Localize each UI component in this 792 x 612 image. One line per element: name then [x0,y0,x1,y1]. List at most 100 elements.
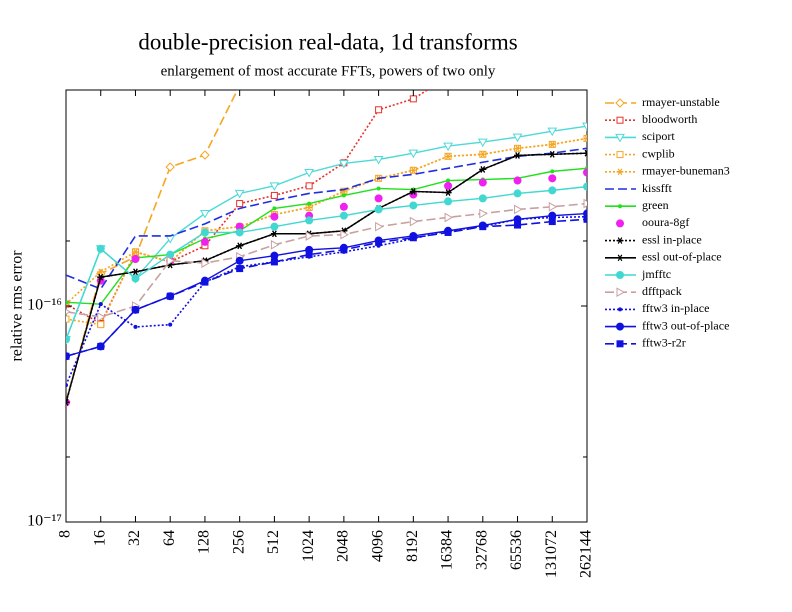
data-point [375,221,384,232]
data-point [514,145,522,152]
series-line [66,202,587,318]
legend-marker [616,151,624,159]
data-point [97,268,105,276]
data-point [339,159,349,169]
legend-marker [616,168,624,176]
plot-area [66,90,587,407]
x-tick-label: 2048 [335,530,352,562]
data-point [444,153,452,160]
data-point [409,234,417,242]
data-point [66,399,70,406]
data-point [548,218,556,226]
data-point [131,306,139,314]
data-point [409,95,417,103]
data-point [166,255,176,266]
data-point [479,223,487,231]
data-point [547,127,558,137]
data-point [374,194,383,203]
data-point [235,256,244,265]
data-point [97,312,106,322]
data-point [548,186,557,195]
legend-label: fftw3-r2r [642,336,686,350]
data-point [269,182,280,191]
legend-label: kissfft [642,181,672,195]
data-point [168,322,173,327]
data-point [66,308,72,315]
data-point [514,204,523,215]
data-point [201,258,210,268]
data-point [513,189,522,198]
legend-marker [615,98,625,108]
x-tick-label: 131072 [543,530,560,578]
data-point [444,181,453,190]
data-point [270,212,279,221]
data-point [514,221,522,229]
data-point [270,251,279,260]
data-point [513,176,522,185]
data-point [444,228,452,236]
data-point [131,255,140,264]
data-point [270,258,278,266]
data-point [477,138,488,148]
data-point [131,268,139,276]
y-tick-label: 10⁻¹⁶ [27,297,62,314]
legend-label: cwplib [642,146,675,160]
data-point [270,222,279,231]
data-point [305,231,315,241]
legend-marker [616,322,624,331]
data-point [409,216,419,227]
data-point [305,216,314,225]
data-point [548,150,556,158]
data-point [340,229,349,240]
series-line [66,90,239,403]
data-point [583,215,587,223]
data-point [66,383,68,388]
chart-subtitle: enlargement of most accurate FFTs, power… [161,63,496,79]
data-point [548,141,556,148]
series-line [66,185,587,340]
data-point [307,201,312,206]
data-point [479,150,487,158]
series-line [66,125,587,340]
data-point [97,342,105,350]
data-point [514,152,522,159]
legend-marker [616,287,626,298]
data-point [272,206,277,211]
x-tick-label: 64 [161,530,178,546]
data-point [373,155,384,165]
data-point [375,106,383,114]
data-point [583,168,587,177]
data-point [444,197,453,206]
data-point [66,352,70,360]
data-point [443,142,453,152]
x-tick-label: 32768 [473,530,490,570]
data-point [583,209,587,218]
data-point [304,169,314,178]
legend-marker [616,237,624,244]
legend-marker [615,133,625,143]
legend-label: rmayer-unstable [642,95,720,109]
data-point [479,166,487,173]
data-point [512,133,523,143]
data-point [376,186,381,191]
legend-label: fftw3 in-place [642,301,709,315]
data-point [341,193,346,198]
data-point [270,230,278,238]
data-point [548,211,557,220]
data-point [374,205,383,214]
data-point [408,149,419,159]
data-point [548,174,557,183]
data-point [340,246,348,254]
legend-label: essl in-place [642,232,702,246]
legend-marker [616,271,624,279]
data-point [133,324,138,329]
data-point [305,251,313,259]
x-tick-label: 16384 [439,530,456,570]
data-point [513,215,522,224]
legend-label: essl out-of-place [642,250,722,264]
data-point [201,278,209,286]
data-point [583,198,587,209]
data-point [375,238,383,246]
data-point [200,237,209,246]
